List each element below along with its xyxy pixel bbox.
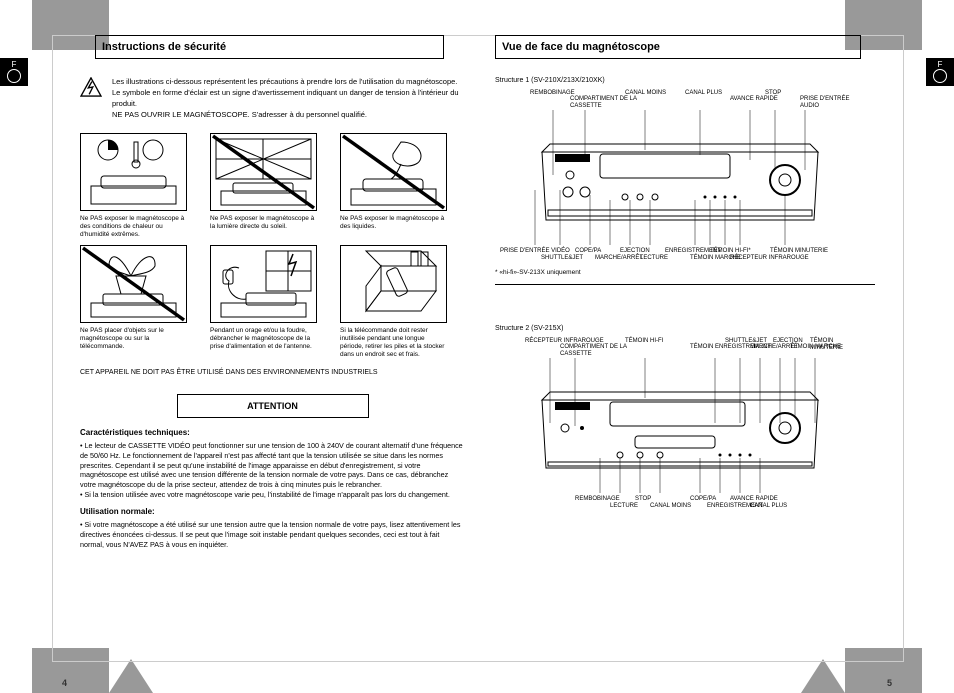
caution-section: ATTENTION Caractéristiques techniques: •…: [80, 394, 465, 549]
s2-top-8: TÉMOIN MINUTERIE: [810, 338, 855, 351]
s2-bot-0: REMBOBINAGE: [575, 496, 620, 503]
s1-bot-3: MARCHE/ARRÊT: [595, 255, 643, 262]
s1-bot-2: COPE/PA: [575, 248, 601, 255]
illo-storm: [210, 245, 317, 323]
caption-3: Ne PAS placer d'objets sur le magnétosco…: [80, 327, 185, 351]
decor-bottom-left: [32, 648, 109, 693]
right-title: Vue de face du magnétoscope: [495, 35, 861, 59]
caution-body-0: • Le lecteur de CASSETTE VIDÉO peut fonc…: [80, 441, 465, 499]
s1-bot-1: SHUTTLE&JET: [541, 255, 583, 262]
hazard-text: Les illustrations ci-dessous représenten…: [112, 77, 465, 121]
illo-sun: [210, 133, 317, 211]
illo-temp: [80, 133, 187, 211]
s1-top-5: PRISE D'ENTRÉE AUDIO: [800, 96, 855, 109]
caption-0: Ne PAS exposer le magnétoscope à des con…: [80, 215, 185, 239]
s2-bot-1: LECTURE: [610, 503, 638, 510]
page-num-left: 4: [62, 678, 67, 688]
s2-bot-7: CANAL PLUS: [750, 503, 787, 510]
s2-top-1: COMPARTIMENT DE LA CASSETTE: [560, 344, 645, 357]
structure-label-0: Structure 1 (SV-210X/213X/210XK): [495, 77, 875, 84]
s1-bot-10: TÉMOIN MINUTERIE: [770, 248, 828, 255]
s1-bot-4: EJECTION: [620, 248, 650, 255]
caption-5: Si la télécommande doit rester inutilisé…: [340, 327, 445, 360]
s1-top-1: COMPARTIMENT DE LA CASSETTE: [570, 96, 655, 109]
decor-bottom-right: [845, 648, 922, 693]
s1-top-2: CANAL MOINS: [625, 90, 666, 97]
caution-title: ATTENTION: [177, 394, 369, 418]
side-marker-right: F: [926, 58, 954, 86]
page-turn-left: [109, 659, 153, 693]
vcr-diagram-1: REMBOBINAGE COMPARTIMENT DE LA CASSETTE …: [495, 90, 855, 255]
s1-bot-0: PRISE D'ENTRÉE VIDÉO: [500, 248, 570, 255]
s2-top-2: TÉMOIN HI-FI: [625, 338, 663, 345]
page-num-right: 5: [887, 678, 892, 688]
s1-bot-8: TÉMOIN HI-FI*: [710, 248, 751, 255]
caption-2: Ne PAS exposer le magnétoscope à des liq…: [340, 215, 445, 231]
illo-plant: [80, 245, 187, 323]
illo-liquid: [340, 133, 447, 211]
side-letter-left: F: [12, 60, 17, 69]
s1-top-4: AVANCE RAPIDE: [730, 96, 778, 103]
s2-bot-2: STOP: [635, 496, 651, 503]
s1-bot-9: RÉCEPTEUR INFRAROUGE: [730, 255, 809, 262]
s1-top-3: CANAL PLUS: [685, 90, 722, 97]
s2-bot-3: CANAL MOINS: [650, 503, 691, 510]
caution-head-0: Caractéristiques techniques:: [80, 428, 465, 439]
vcr-diagram-2: RÉCEPTEUR INFRAROUGE COMPARTIMENT DE LA …: [495, 338, 855, 503]
s1-note: * «hi-fi»-SV-213X uniquement: [495, 269, 875, 276]
left-title: Instructions de sécurité: [95, 35, 444, 59]
illo-box-storage: [340, 245, 447, 323]
prohibited-note: CET APPAREIL NE DOIT PAS ÊTRE UTILISÉ DA…: [80, 369, 465, 376]
page-left: Instructions de sécurité Les illustratio…: [80, 35, 465, 549]
side-marker-left: F: [0, 58, 28, 86]
page-right: Vue de face du magnétoscope Structure 1 …: [495, 35, 875, 503]
caption-1: Ne PAS exposer le magnétoscope à la lumi…: [210, 215, 315, 231]
structure-label-1: Structure 2 (SV-215X): [495, 325, 875, 332]
side-letter-right: F: [938, 60, 943, 69]
s2-bot-6: AVANCE RAPIDE: [730, 496, 778, 503]
divider: [495, 284, 875, 285]
s1-bot-5: LECTURE: [640, 255, 668, 262]
page-turn-right: [801, 659, 845, 693]
illustration-grid: Ne PAS exposer le magnétoscope à des con…: [80, 133, 465, 239]
s1-top-6: STOP: [765, 90, 781, 97]
hazard-icon: [80, 77, 102, 97]
caution-head-1: Utilisation normale:: [80, 507, 465, 518]
caption-4: Pendant un orage et/ou la foudre, débran…: [210, 327, 315, 351]
s2-bot-4: COPE/PA: [690, 496, 716, 503]
caution-body-1: • Si votre magnétoscope a été utilisé su…: [80, 520, 465, 549]
s1-top-0: REMBOBINAGE: [530, 90, 575, 97]
